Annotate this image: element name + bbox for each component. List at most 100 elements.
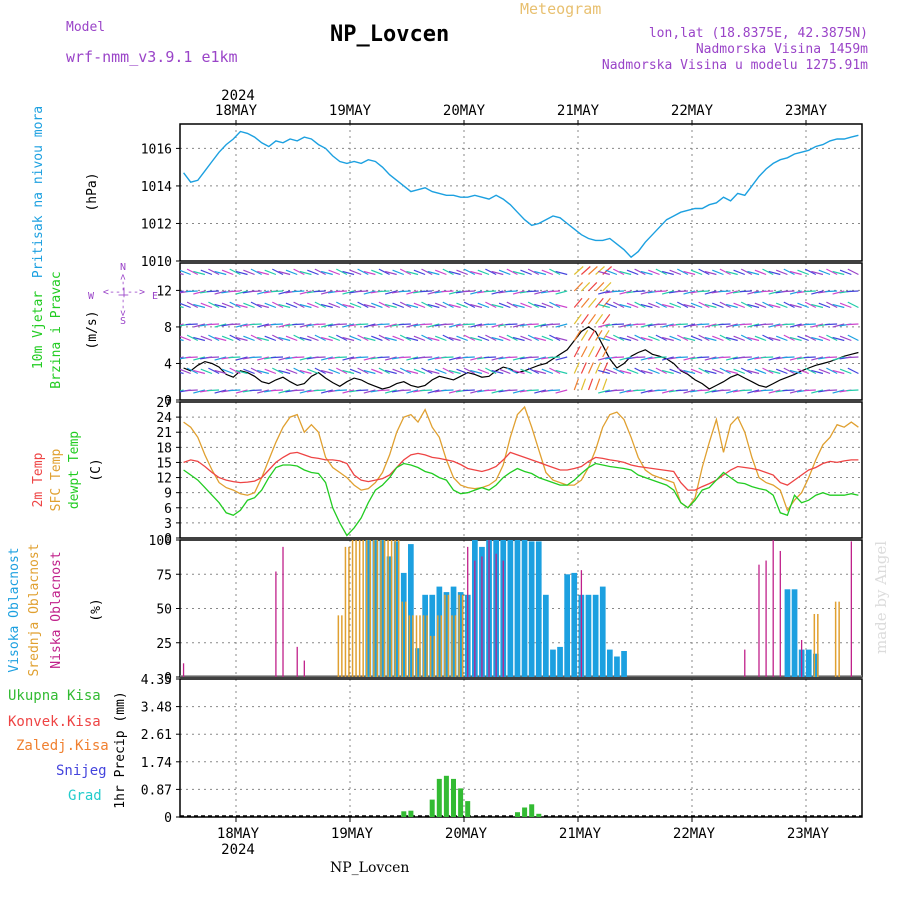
wind-barb	[775, 269, 788, 276]
model-name: wrf-nmm_v3.9.1 e1km	[66, 48, 238, 66]
wind-barb	[264, 269, 277, 276]
wind-barb	[356, 290, 369, 293]
precip-total-bar	[451, 778, 456, 817]
wind-barb	[292, 356, 305, 359]
wind-barb	[640, 389, 653, 394]
cloud-high-bar	[543, 594, 549, 677]
bottom-date-label: 23MAY	[787, 826, 830, 842]
wind-barb	[228, 389, 241, 392]
wind-barb	[675, 389, 688, 392]
wind-barb	[448, 389, 461, 394]
cloud-high-bar	[528, 541, 535, 677]
wind-barb	[307, 302, 319, 309]
wind-barb	[292, 323, 305, 326]
wind-barb	[235, 303, 248, 309]
wind-barb	[555, 389, 568, 394]
wind-barb	[613, 268, 625, 276]
cloud-mid-axis-label: Srednja Oblacnost	[27, 543, 42, 676]
wind-barb	[214, 389, 227, 394]
wind-barb	[378, 301, 390, 309]
y-tick-label: 1014	[141, 180, 172, 195]
wind-barb	[463, 334, 476, 342]
precip-total-bar	[536, 813, 542, 817]
wind-key-arrow-h: <--|-->	[103, 287, 145, 298]
wind-barb	[506, 367, 518, 375]
wind-barb	[573, 378, 579, 391]
bottom-date-label: 22MAY	[673, 826, 716, 842]
wind-barb	[336, 301, 348, 309]
wind-barb	[413, 269, 426, 276]
wind-barb	[619, 356, 632, 361]
station-title: NP_Lovcen	[330, 22, 450, 47]
wind-barb	[278, 369, 291, 375]
wind-barb	[677, 301, 689, 309]
wind-barb	[725, 290, 738, 295]
wind-barb	[619, 369, 632, 375]
wind-barb	[185, 356, 198, 359]
wind-barb	[846, 290, 859, 293]
wind-barb	[186, 367, 199, 375]
altitude-info: Nadmorska Visina 1459m	[695, 42, 868, 57]
wind-barb	[548, 389, 561, 392]
wind-barb	[463, 367, 476, 375]
wind-barb	[640, 356, 653, 361]
wind-barb	[690, 302, 703, 309]
wind-barb	[825, 356, 838, 359]
wind-barb	[384, 290, 397, 295]
wind-barb	[512, 389, 525, 394]
wind-barb	[768, 323, 781, 328]
wind-barb	[498, 335, 511, 342]
wind-barb	[534, 323, 547, 328]
wind-barb	[257, 303, 269, 309]
wind-barb	[634, 301, 646, 309]
precip-total-bar	[515, 812, 520, 817]
wind-barb	[648, 302, 660, 309]
wind-barb	[712, 368, 724, 375]
cloud-high-bar	[372, 540, 379, 677]
wind-barb	[505, 356, 518, 359]
wind-barb	[512, 290, 525, 295]
wind-barb	[470, 303, 483, 309]
precip-total-bar	[401, 811, 407, 817]
cloud-high-bar	[791, 589, 798, 677]
wind-barb	[384, 323, 397, 328]
wind-barb	[573, 346, 581, 358]
wind-barb	[278, 336, 291, 342]
wind-barb	[328, 302, 341, 309]
wind-barb	[392, 302, 404, 309]
bottom-year-label: 2024	[221, 842, 255, 858]
wind-barb	[587, 346, 595, 358]
wind-barb	[363, 270, 376, 276]
cloud-high-bar	[585, 594, 592, 677]
wind-barb	[257, 323, 269, 328]
wind-barb	[193, 356, 206, 361]
wind-barb	[648, 335, 660, 342]
wind-barb	[761, 389, 774, 392]
y-tick-label: 1012	[141, 217, 172, 232]
wind-barb	[229, 334, 241, 342]
wind-barb	[520, 269, 532, 276]
wind-barb	[299, 369, 312, 375]
wind-barb	[704, 323, 717, 328]
wind-barb	[826, 334, 838, 342]
wind-barb	[320, 389, 333, 394]
wind-barb	[613, 301, 625, 309]
wind-barb	[797, 368, 809, 375]
precip-unit: 1hr Precip (mm)	[113, 691, 128, 808]
top-date-label: 21MAY	[557, 103, 600, 119]
wind-barb	[789, 270, 802, 276]
cloud-high-bar	[415, 648, 421, 677]
wind-barb	[427, 356, 440, 361]
wind-barb	[462, 323, 475, 326]
wind-barb	[320, 303, 333, 309]
wind-barb	[782, 389, 795, 392]
wind-barb	[427, 290, 440, 295]
cloud-low-axis-label: Niska Oblacnost	[49, 551, 64, 668]
wind-barb	[783, 268, 795, 276]
wind-barb	[485, 367, 497, 375]
wind-barb	[534, 270, 547, 276]
wind-barb	[747, 369, 760, 375]
wind-barb	[661, 336, 674, 342]
wind-barb	[847, 367, 859, 375]
wind-barb	[313, 323, 326, 326]
